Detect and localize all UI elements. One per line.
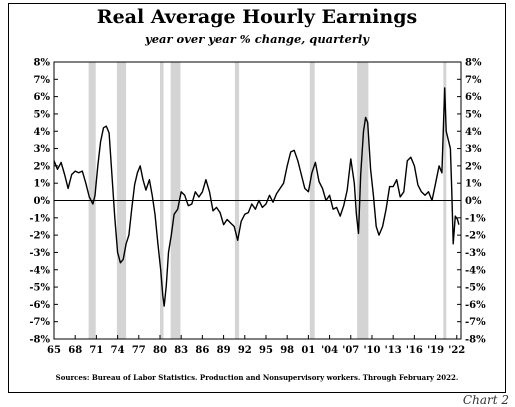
y-tick-label-right: 2% [465,161,482,172]
x-tick-label: 98 [280,345,294,356]
y-tick-label-left: -6% [29,300,50,311]
x-tick-label: 68 [68,345,82,356]
y-tick-label-left: -2% [29,231,50,242]
y-tick-label-left: -8% [29,335,50,346]
chart-source-note: Sources: Bureau of Labor Statistics. Pro… [55,373,459,382]
y-tick-label-left: 8% [34,58,51,69]
chart-frame: Real Average Hourly Earnings year over y… [8,3,506,393]
x-tick-label: 65 [47,345,61,356]
y-tick-label-right: -6% [465,300,486,311]
x-tick-label: '16 [406,345,423,356]
x-tick-label: 01 [301,345,315,356]
y-tick-label-right: 5% [465,109,482,120]
y-tick-label-left: 6% [34,92,51,103]
y-tick-label-right: 8% [465,58,482,69]
chart-title: Real Average Hourly Earnings [96,6,418,28]
y-tick-label-left: -4% [29,265,50,276]
y-tick-label-left: -5% [29,283,50,294]
y-tick-label-left: 4% [34,127,51,138]
y-tick-label-right: 3% [465,144,482,155]
x-tick-label: 92 [238,345,252,356]
y-tick-label-right: 4% [465,127,482,138]
y-tick-label-right: -4% [465,265,486,276]
y-tick-label-left: 3% [34,144,51,155]
x-tick-label: '10 [363,345,380,356]
y-tick-label-right: 1% [465,179,482,190]
y-tick-label-right: -7% [465,317,486,328]
x-tick-label: 71 [89,345,103,356]
series-line [53,87,460,307]
y-tick-label-left: 5% [34,109,51,120]
x-tick-label: 95 [259,345,273,356]
x-tick-label: 89 [217,345,231,356]
y-tick-label-right: 0% [465,196,482,207]
x-tick-label: '19 [427,345,444,356]
x-tick-label: '13 [385,345,402,356]
chart-svg: 8% 8% 7% 7% 6% 6% 5% 5% 4% 4% 3% 3% 2% 2% 1% 1% 0% 0% -1% -… [29,58,486,357]
x-tick-label: 77 [132,345,146,356]
y-tick-label-left: 7% [34,75,51,86]
y-tick-label-left: 0% [34,196,51,207]
y-tick-label-right: -3% [465,248,486,259]
y-tick-label-right: -2% [465,231,486,242]
x-tick-label: '04 [321,345,338,356]
y-tick-label-left: -3% [29,248,50,259]
chart-subtitle: year over year % change, quarterly [145,32,369,46]
x-tick-label: '07 [342,345,359,356]
y-tick-label-left: -7% [29,317,50,328]
y-tick-label-right: 7% [465,75,482,86]
y-tick-label-right: -8% [465,335,486,346]
y-tick-label-right: 6% [465,92,482,103]
chart-number-label: Chart 2 [462,393,509,407]
y-tick-label-left: -1% [29,213,50,224]
x-tick-label: 86 [195,345,209,356]
x-tick-label: 74 [111,345,125,356]
y-tick-label-right: -1% [465,213,486,224]
y-tick-label-left: 2% [34,161,51,172]
x-tick-label: 83 [174,345,188,356]
x-tick-label: 80 [153,345,167,356]
y-tick-label-right: -5% [465,283,486,294]
x-tick-label: '22 [448,345,465,356]
y-tick-label-left: 1% [34,179,51,190]
